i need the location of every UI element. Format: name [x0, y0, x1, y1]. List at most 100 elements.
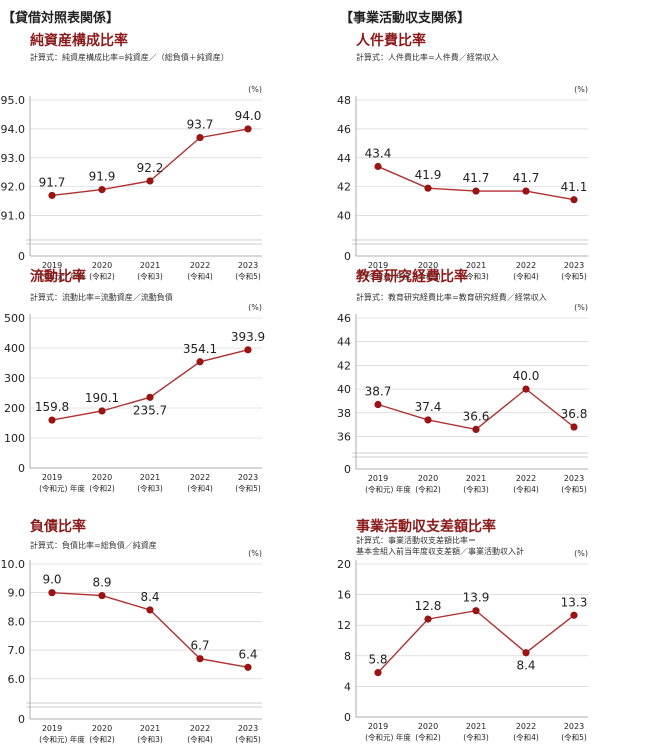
chart-title: 流動比率 — [30, 269, 86, 285]
x-tick-sublabel: (令和元) 年度 — [365, 484, 411, 494]
formula-line: 計算式：負債比率=総負債／純資産 — [30, 541, 157, 550]
x-tick-label: 2020 — [418, 474, 438, 483]
data-label: 37.4 — [415, 400, 442, 414]
x-tick-sublabel: (令和5) — [561, 271, 587, 281]
chart-net-asset-ratio: 純資産構成比率 計算式：純資産構成比率=純資産／（総負債＋純資産） (%) 91.… — [1, 30, 320, 281]
formula-line: 計算式：流動比率=流動資産／流動負債 — [30, 293, 173, 302]
x-tick-label: 2021 — [466, 722, 486, 731]
x-tick-label: 2021 — [140, 473, 160, 482]
data-point — [472, 607, 480, 615]
unit-label: (%) — [248, 85, 262, 94]
y-tick-label: 500 — [4, 312, 25, 325]
data-point — [146, 606, 154, 614]
data-point — [522, 649, 530, 657]
chart-plot: (%) 91.0 92.0 93.0 94.0 95.0 0 2019(令和元) 年度 2020… — [1, 85, 262, 281]
y-tick-label: 400 — [4, 342, 25, 355]
data-point — [196, 358, 204, 366]
x-tick-sublabel: (令和4) — [513, 271, 539, 281]
x-tick-sublabel: (令和元) 年度 — [39, 734, 85, 744]
x-tick-label: 2023 — [238, 724, 258, 733]
data-label: 159.8 — [35, 400, 69, 414]
x-tick-sublabel: (令和5) — [235, 271, 261, 281]
data-point — [48, 416, 56, 424]
x-tick-sublabel: (令和元) 年度 — [39, 483, 85, 493]
x-tick-label: 2019 — [42, 261, 62, 270]
x-tick-sublabel: (令和2) — [89, 483, 115, 493]
data-label: 93.7 — [187, 118, 214, 132]
data-label: 92.2 — [137, 161, 164, 175]
chart-title: 教育研究経費比率 — [356, 269, 468, 285]
data-label: 9.0 — [42, 573, 61, 587]
x-tick-label: 2022 — [190, 473, 210, 482]
x-tick-label: 2022 — [190, 724, 210, 733]
formula-line: 計算式：純資産構成比率=純資産／（総負債＋純資産） — [30, 53, 229, 62]
data-point — [472, 425, 480, 434]
chart-formula: 計算式：純資産構成比率=純資産／（総負債＋純資産） — [30, 52, 229, 63]
x-tick-label: 2023 — [564, 261, 584, 270]
data-label: 41.9 — [415, 168, 442, 182]
chart-formula: 計算式：教育研究経費比率=教育研究経費／経常収入 — [356, 292, 547, 303]
chart-formula: 計算式：人件費比率=人件費／経常収入 — [356, 52, 499, 63]
chart-formula: 計算式：事業活動収支差額比率＝ 基本金組入前当年度収支差額／事業活動収入計 — [356, 535, 524, 557]
y-tick-label-zero: 0 — [18, 713, 25, 726]
y-tick-label: 8.0 — [8, 615, 26, 628]
chart-title: 負債比率 — [30, 519, 86, 535]
data-label: 41.7 — [463, 171, 490, 185]
data-label: 40.0 — [513, 369, 540, 383]
x-tick-label: 2022 — [516, 722, 536, 731]
data-label: 43.4 — [365, 147, 392, 161]
unit-label: (%) — [574, 549, 588, 558]
y-tick-label: 93.0 — [1, 152, 26, 165]
y-tick-label: 40 — [337, 383, 351, 396]
data-point — [146, 177, 154, 185]
y-tick-label: 8 — [344, 650, 351, 663]
data-label: 36.8 — [561, 407, 588, 421]
x-tick-label: 2022 — [516, 474, 536, 483]
data-point — [374, 162, 382, 171]
formula-line: 基本金組入前当年度収支差額／事業活動収入計 — [356, 547, 524, 556]
x-tick-label: 2023 — [564, 474, 584, 483]
y-tick-label: 16 — [337, 589, 351, 602]
x-tick-label: 2021 — [140, 261, 160, 270]
y-tick-label: 42 — [337, 359, 351, 372]
series-line — [377, 609, 575, 674]
data-label: 36.6 — [463, 409, 490, 423]
x-tick-sublabel: (令和2) — [415, 271, 441, 281]
y-tick-label: 7.0 — [8, 644, 26, 657]
data-label: 354.1 — [183, 342, 217, 356]
x-tick-sublabel: (令和元) 年度 — [365, 271, 411, 281]
x-tick-label: 2020 — [92, 473, 112, 482]
data-point — [522, 385, 530, 393]
data-point — [48, 191, 56, 200]
x-tick-label: 2019 — [368, 261, 388, 270]
unit-label: (%) — [574, 85, 588, 94]
x-tick-sublabel: (令和2) — [415, 484, 441, 494]
data-label: 94.0 — [235, 109, 262, 123]
y-tick-label: 38 — [337, 407, 351, 420]
chart-title: 事業活動収支差額比率 — [356, 519, 496, 535]
x-tick-label: 2023 — [238, 473, 258, 482]
y-tick-label: 300 — [4, 372, 25, 385]
x-tick-label: 2020 — [418, 722, 438, 731]
chart-plot: (%) 0 100 200 300 400 500 2019(令和元) 年度 2020(令和2)… — [4, 303, 265, 493]
y-tick-label-zero: 0 — [344, 250, 351, 263]
x-tick-label: 2021 — [466, 474, 486, 483]
data-label: 6.7 — [190, 639, 209, 653]
data-point — [424, 184, 432, 192]
x-tick-sublabel: (令和2) — [89, 734, 115, 744]
data-label: 393.9 — [231, 330, 265, 344]
x-tick-sublabel: (令和4) — [513, 484, 539, 494]
data-point — [424, 416, 432, 424]
y-tick-label: 42 — [337, 181, 351, 194]
data-point — [374, 400, 382, 409]
data-point — [48, 589, 56, 597]
y-tick-label: 91.0 — [1, 210, 26, 223]
formula-line: 計算式：人件費比率=人件費／経常収入 — [356, 53, 499, 62]
unit-label: (%) — [574, 303, 588, 312]
chart-education-research-ratio: 教育研究経費比率 計算式：教育研究経費比率=教育研究経費／経常収入 (%) 36 3… — [337, 266, 646, 496]
x-tick-label: 2020 — [92, 724, 112, 733]
x-tick-label: 2021 — [466, 261, 486, 270]
data-label: 6.4 — [238, 647, 257, 661]
